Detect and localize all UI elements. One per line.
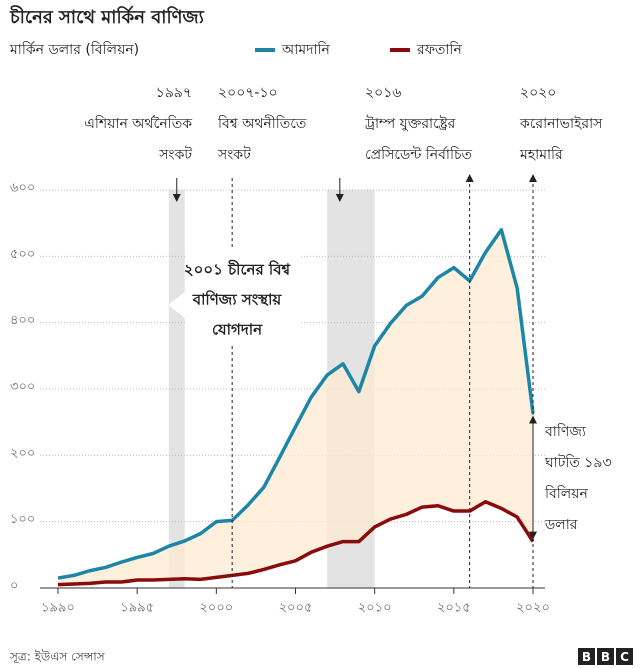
annotation-text: বাণিজ্য: [544, 423, 587, 440]
annotation-text: ২০২০: [520, 85, 556, 101]
annotation-text: ২০০৭-১০: [218, 85, 278, 101]
logo-box: [578, 648, 595, 665]
plot-area: ০ ১০০ ২০০ ৩০০ ৪০০ ৫০০ ৬০০ ১৯৯০ ১৯৯৫ ২০০০ ২০০৫ ২০১০ ২…: [10, 181, 550, 616]
x-tick-label: ২০০৫: [279, 601, 313, 616]
series-line: [57, 500, 535, 587]
annotation-text: করোনাভাইরাস: [519, 115, 603, 132]
annotation-text: সংকট: [217, 146, 251, 163]
shaded-range: [168, 190, 185, 588]
y-axis-label: মার্কিন ডলার (বিলিয়ন): [9, 41, 139, 58]
annotations: ১৯৯৭ এশিয়ান অর্থনৈতিক সংকট ২০০৭-১০ বিশ্ব অথ…: [84, 85, 633, 665]
y-tick-label: ২০০: [10, 446, 35, 461]
legend-label: আমদানি: [281, 41, 331, 58]
annotation-text: বিশ্ব অথনীতিতে: [217, 115, 307, 132]
x-tick-label: ১৯৯৫: [120, 601, 154, 616]
y-tick-label: ৪০০: [10, 313, 35, 328]
logo-letter: B: [582, 650, 591, 664]
annotation-text: যোগদান: [212, 321, 263, 339]
x-tick-label: ২০২০: [516, 601, 550, 616]
annotation-text: সংকট: [158, 146, 192, 163]
annotation-text: বিলিয়ন: [544, 485, 588, 502]
gap-area: [58, 229, 533, 585]
annotation-text: মহামারি: [519, 146, 563, 163]
annotation-text: ১৯৯৭: [156, 85, 192, 101]
annotation-text: এশিয়ান অর্থনৈতিক: [84, 115, 192, 132]
logo-box: [597, 648, 614, 665]
annotation-text: ট্রাম্প যুক্তরাষ্ট্রের: [364, 115, 456, 132]
x-tick-label: ২০১৫: [437, 601, 471, 616]
annotation-text: প্রেসিডেন্ট নির্বাচিত: [365, 146, 473, 163]
annotation-text: ঘাটতি ১৯৩: [544, 454, 612, 471]
x-tick-label: ১৯৯০: [41, 601, 75, 616]
legend-label: রফতানি: [416, 41, 463, 58]
y-tick-label: ১০০: [10, 512, 35, 527]
callout-box: [168, 250, 300, 345]
logo-letter: B: [601, 650, 610, 664]
y-tick-label: ৬০০: [10, 181, 35, 196]
annotation-text: বাণিজ্য সংস্থায়: [192, 290, 283, 309]
source: সূত্র: ইউএস সেন্সাস: [9, 650, 106, 665]
annotation-text: ২০১৬: [365, 85, 401, 101]
y-tick-label: ৫০০: [10, 247, 35, 262]
logo-box: [616, 648, 633, 665]
logo-letter: C: [620, 650, 629, 664]
y-tick-label: ৩০০: [10, 380, 35, 395]
chart-title: চীনের সাথে মার্কিন বাণিজ্য: [9, 5, 205, 28]
annotation-text: ডলার: [544, 517, 578, 533]
y-tick-label: ০: [10, 579, 18, 594]
x-tick-label: ২০১০: [358, 601, 392, 616]
series-line: [57, 228, 535, 580]
x-tick-label: ২০০০: [199, 601, 233, 616]
annotation-text: ২০০১ চীনের বিশ্ব: [184, 260, 292, 279]
